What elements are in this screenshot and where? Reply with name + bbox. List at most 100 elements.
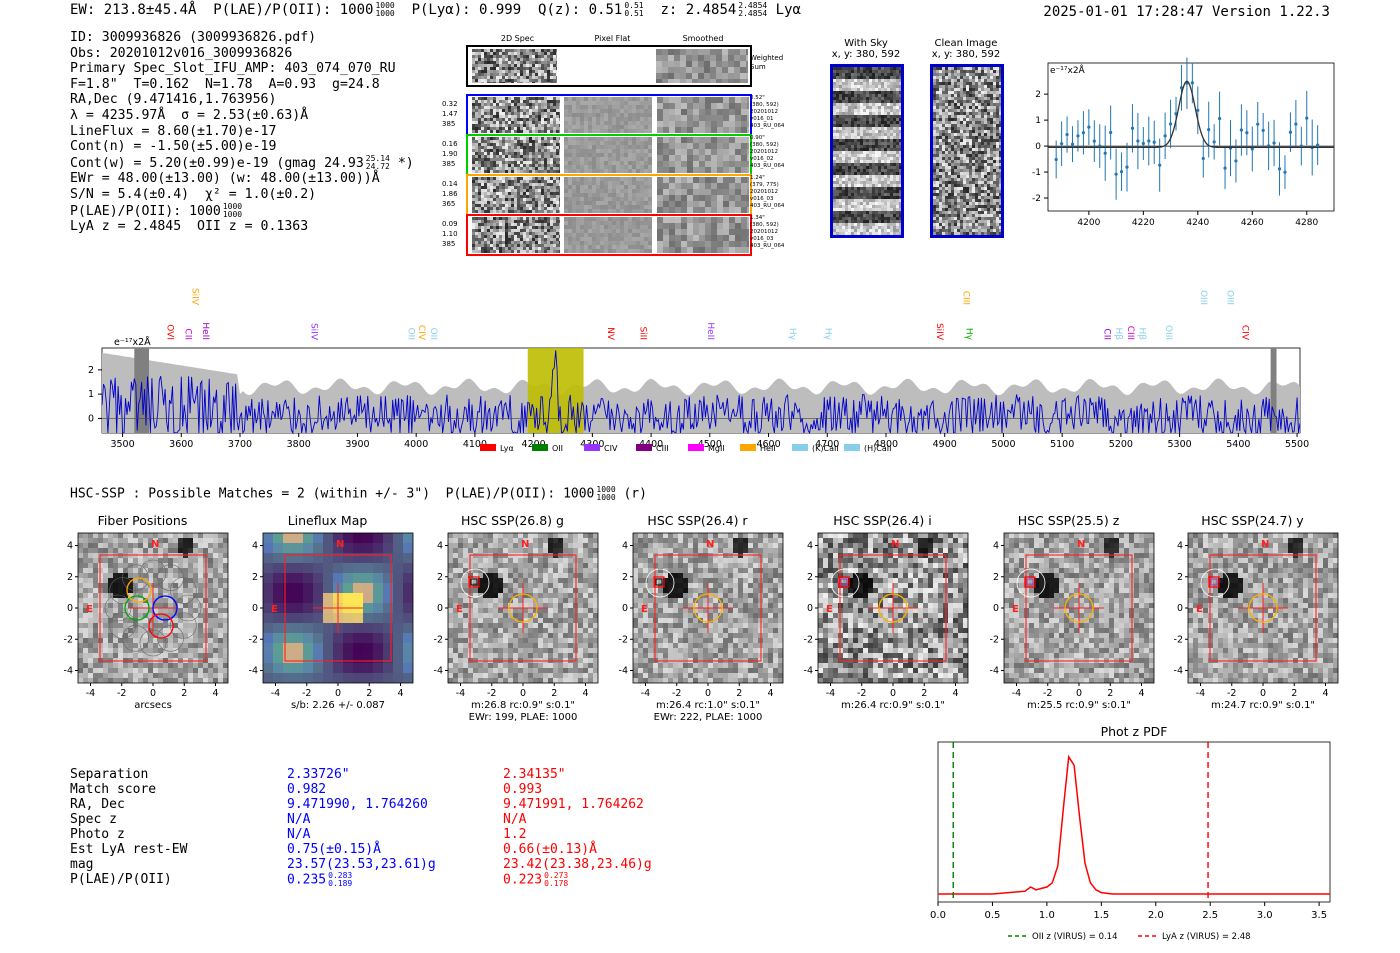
image-panel-title: Lineflux Map: [287, 513, 368, 528]
cutout-smoothed: [657, 217, 749, 253]
panel-ytick: -2: [64, 634, 73, 645]
panel-ytick: 4: [807, 541, 813, 552]
legend-label: (H)CaII: [864, 444, 891, 453]
match-label: Spec z: [70, 812, 117, 827]
match-value: 9.471990, 1.764260: [287, 797, 428, 812]
east-marker: E: [1196, 604, 1203, 615]
cutout-meta: 20201012: [750, 229, 778, 235]
hsc-header-text: HSC-SSP : Possible Matches = 2 (within +…: [70, 486, 595, 502]
info-contw: Cont(w) = 5.20(±0.99)e-19 (gmag 24.93 25.…: [70, 154, 414, 172]
panel-ytick: -4: [434, 666, 443, 677]
timestamp: 2025-01-01 17:28:47: [1043, 4, 1204, 20]
search-box: [1025, 554, 1133, 662]
cutout-pixelflat: [564, 177, 652, 213]
linefit-ytick: 0: [1035, 142, 1041, 152]
linefit-point: [1201, 156, 1205, 161]
cutout-meta: (380, 592): [750, 142, 779, 148]
panel-ytick: 0: [807, 603, 813, 614]
match-value: 0.223 0.273 0.178: [503, 872, 652, 888]
spectral-line-label: HeII: [200, 322, 210, 340]
spectral-cutouts: 2D Spec Pixel Flat Smoothed Weighted Sum…: [440, 32, 800, 257]
linefit-point: [1256, 122, 1260, 126]
spectrum-line: [101, 350, 1301, 435]
match-value: 0.75(±0.15)Å: [287, 842, 381, 857]
cutout-meta: v016_02: [750, 156, 774, 162]
cutout-2dspec: [472, 97, 560, 133]
image-panel-3: HSC SSP(26.8) g N E -4 -2 0 2 4 4 2 0 -2 -4 m:26.8 r…: [420, 510, 605, 725]
panel-xtick: 0: [890, 688, 896, 699]
panel-ytick: 2: [437, 572, 443, 583]
detection-info: ID: 3009936826 (3009936826.pdf) Obs: 202…: [70, 30, 414, 235]
panel-ytick: 4: [993, 541, 999, 552]
cutout-meta: 20201012: [750, 149, 778, 155]
panel-ytick: 4: [1177, 541, 1183, 552]
linefit-point: [1288, 130, 1293, 134]
info-primary: Primary Spec_Slot_IFU_AMP: 403_074_070_R…: [70, 61, 396, 77]
spectral-line-label: SiIV: [934, 323, 944, 341]
linefit-point: [1223, 166, 1227, 170]
cutout-smoothed: [657, 177, 749, 213]
with-sky-coords: x, y: 380, 592: [831, 49, 901, 60]
spectral-line-label: CIV: [1239, 325, 1249, 341]
image-panel-title: HSC SSP(26.8) g: [461, 513, 564, 528]
cutout-smoothed: [657, 97, 749, 133]
spectral-line-label: Hγ: [822, 328, 832, 341]
panel-ytick: 2: [1177, 572, 1183, 583]
linefit-point: [1076, 134, 1080, 138]
cutout-stat: 365: [442, 200, 456, 208]
cutout-stat: 1.47: [442, 110, 458, 118]
linefit-point: [1109, 130, 1113, 135]
weighted-smoothed: [656, 49, 748, 83]
info-plae-hi: 1000: [222, 201, 243, 211]
spectral-line-label: Hβ: [1137, 327, 1147, 340]
cutout-meta: 0.90": [750, 135, 765, 141]
image-panel-plot: N E -4 -2 0 2 4 4 2 0 -2 -4 s/b: 2.26 +/- 0.087: [249, 532, 414, 711]
match-value: N/A: [287, 827, 311, 842]
panel-ytick: 4: [622, 541, 628, 552]
spectrum-xtick: 5500: [1285, 439, 1309, 450]
panel-xtick: -2: [487, 688, 496, 699]
north-marker: N: [1077, 539, 1085, 550]
fiber-circle: [148, 613, 174, 639]
cutout-stat: 385: [442, 120, 456, 128]
header-qz-hi: 0.51: [624, 1, 644, 10]
linefit-point: [1212, 140, 1216, 144]
linefit-point: [1190, 81, 1194, 85]
spectrum-xtick: 3500: [110, 439, 134, 450]
panel-ytick: 0: [67, 603, 73, 614]
clean-image-title: Clean Image x, y: 380, 592: [922, 38, 1010, 60]
linefit-point: [1218, 116, 1222, 121]
info-fit: F=1.8" T=0.162 N=1.78 A=0.93 g=24.8: [70, 76, 380, 92]
linefit-ytick: 1: [1035, 116, 1041, 126]
legend-swatch: [844, 444, 860, 451]
full-spectrum-plot: 3500360037003800390040004100420043004400…: [88, 288, 1309, 453]
linefit-point: [1239, 128, 1243, 132]
panel-xtick: -2: [117, 688, 126, 699]
cutout-meta: (379, 775): [750, 182, 779, 188]
linefit-ytick: -1: [1032, 168, 1041, 178]
legend-swatch: [584, 444, 600, 451]
linefit-point: [1092, 139, 1096, 143]
spectral-line-label: CII: [1101, 328, 1111, 340]
spectral-line-label: SiIV: [309, 323, 319, 341]
panel-ytick: 4: [67, 541, 73, 552]
panel-xtick: 0: [150, 688, 156, 699]
linefit-point: [1081, 131, 1086, 135]
pdf-legend-label: OII z (VIRUS) = 0.14: [1032, 932, 1118, 942]
line-fit-plot: 4200 4220 4240 4260 4280 2 1 0 -1 -2 e⁻¹⁷x2Å: [1032, 57, 1335, 228]
spectrum-xtick: 3700: [228, 439, 252, 450]
cutout-stat: 1.90: [442, 150, 458, 158]
spectrum-xtick: 4900: [933, 439, 957, 450]
cutout-row-stats: 0.09 1.10 385: [442, 219, 464, 249]
linefit-point: [1179, 86, 1184, 90]
linefit-xtick: 4280: [1295, 218, 1318, 228]
with-sky-label: With Sky: [844, 38, 888, 49]
spectral-line-label: OIII: [1225, 290, 1235, 305]
info-plae-frac: 1000 1000: [222, 201, 243, 219]
cutout-meta: 403_RU_064: [750, 123, 785, 129]
linefit-point: [1277, 167, 1282, 171]
image-panel-plot: N E -4 -2 0 2 4 4 2 0 -2 -4 m:26.4 rc:1.0" s:0.1"EWr…: [619, 532, 784, 723]
panel-ytick: 0: [993, 603, 999, 614]
match-value: 0.993: [503, 782, 543, 797]
info-contn: Cont(n) = -1.50(±5.00)e-19: [70, 139, 277, 155]
